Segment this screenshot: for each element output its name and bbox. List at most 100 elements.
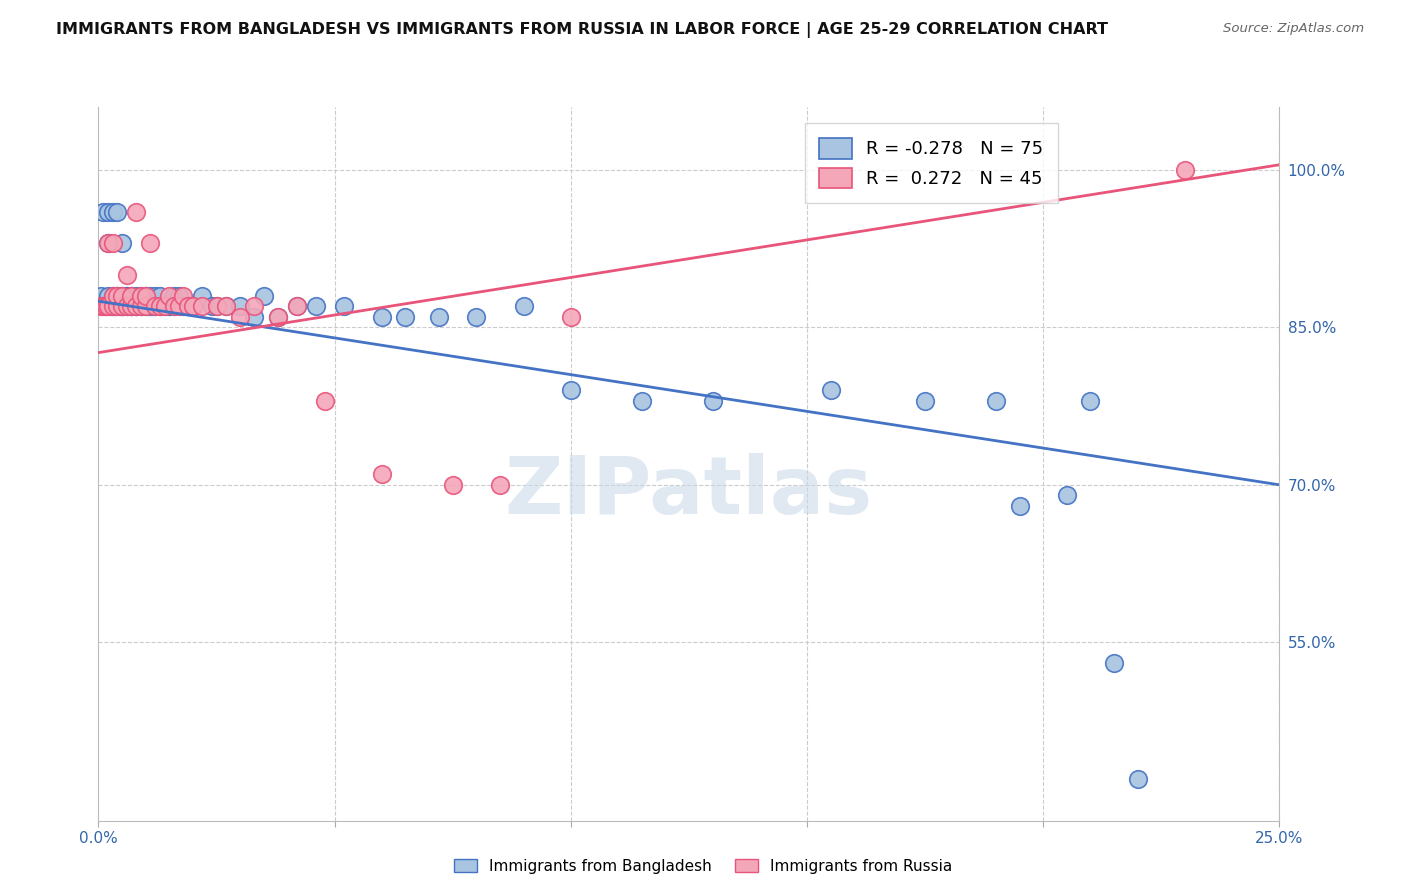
Point [243,310,266,324]
Point [94,300,117,314]
Point [702,393,724,408]
Point [98,300,121,314]
Point [101,289,124,303]
Point [101,205,124,219]
Point [121,289,143,303]
Point [191,289,214,303]
Point [267,310,290,324]
Point [115,268,138,282]
Point [177,300,200,314]
Point [560,310,582,324]
Point [111,289,134,303]
Text: Source: ZipAtlas.com: Source: ZipAtlas.com [1223,22,1364,36]
Point [181,300,204,314]
Point [115,300,138,314]
Point [201,300,224,314]
Point [121,300,143,314]
Point [104,300,127,314]
Point [1126,772,1149,786]
Point [143,300,166,314]
Point [97,236,120,251]
Point [111,300,134,314]
Point [157,300,180,314]
Point [153,300,176,314]
Point [97,289,120,303]
Point [465,310,488,324]
Legend: R = -0.278   N = 75, R =  0.272   N = 45: R = -0.278 N = 75, R = 0.272 N = 45 [804,123,1057,202]
Point [108,300,131,314]
Point [427,310,450,324]
Point [153,300,176,314]
Point [181,300,204,314]
Point [125,300,148,314]
Point [105,300,128,314]
Point [163,300,186,314]
Point [115,300,138,314]
Point [97,205,120,219]
Point [820,384,842,398]
Point [333,300,356,314]
Point [111,236,134,251]
Point [101,300,124,314]
Point [111,289,134,303]
Point [172,300,194,314]
Point [1080,393,1102,408]
Point [305,300,328,314]
Point [243,300,266,314]
Point [914,393,936,408]
Point [121,300,143,314]
Point [90,300,112,314]
Point [125,300,148,314]
Point [314,393,336,408]
Point [135,300,157,314]
Point [560,384,582,398]
Point [630,393,652,408]
Point [129,289,152,303]
Point [167,300,190,314]
Point [121,300,143,314]
Point [105,205,128,219]
Point [115,289,138,303]
Point [135,289,157,303]
Point [371,310,394,324]
Point [215,300,238,314]
Point [105,289,128,303]
Point [101,289,124,303]
Point [129,289,152,303]
Point [135,289,157,303]
Point [125,300,148,314]
Point [167,289,190,303]
Point [205,300,228,314]
Point [105,289,128,303]
Point [143,289,166,303]
Point [984,393,1007,408]
Point [177,300,200,314]
Point [101,236,124,251]
Point [90,289,112,303]
Point [163,300,186,314]
Point [215,300,238,314]
Point [1056,488,1078,502]
Point [229,300,252,314]
Point [105,289,128,303]
Point [394,310,416,324]
Point [285,300,308,314]
Point [111,300,134,314]
Point [115,289,138,303]
Point [1174,163,1197,178]
Point [139,236,162,251]
Point [121,289,143,303]
Point [489,478,512,492]
Point [371,467,394,482]
Point [1102,657,1125,671]
Point [111,300,134,314]
Point [101,300,124,314]
Point [143,300,166,314]
Point [285,300,308,314]
Point [1008,499,1031,513]
Point [139,289,162,303]
Point [149,300,172,314]
Point [94,300,117,314]
Legend: Immigrants from Bangladesh, Immigrants from Russia: Immigrants from Bangladesh, Immigrants f… [447,853,959,880]
Point [229,310,252,324]
